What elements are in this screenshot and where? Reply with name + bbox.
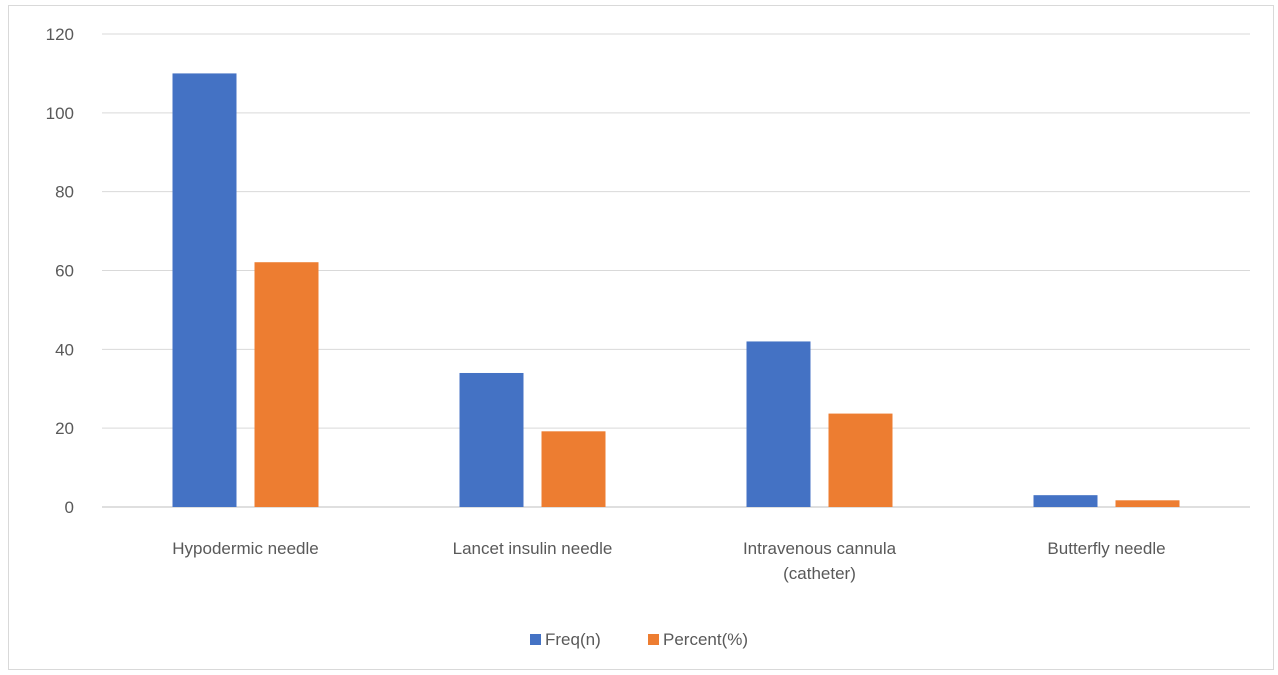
bar-percent <box>541 431 606 507</box>
y-tick-label: 0 <box>65 498 74 517</box>
y-tick-label: 100 <box>46 104 74 123</box>
bar-freqn <box>1033 495 1098 507</box>
x-category-label: Hypodermic needle <box>172 539 318 558</box>
bar-percent <box>1115 500 1180 507</box>
x-category-label: (catheter) <box>783 564 856 583</box>
bar-freqn <box>746 341 811 507</box>
legend: Freq(n) Percent(%) <box>530 630 748 649</box>
legend-label: Freq(n) <box>545 630 601 649</box>
y-tick-label: 60 <box>55 262 74 281</box>
bars <box>172 73 1180 508</box>
x-category-label: Butterfly needle <box>1047 539 1165 558</box>
x-category-label: Lancet insulin needle <box>453 539 613 558</box>
legend-label: Percent(%) <box>663 630 748 649</box>
y-tick-label: 20 <box>55 419 74 438</box>
bar-freqn <box>172 73 237 508</box>
legend-swatch <box>530 634 541 645</box>
y-tick-label: 80 <box>55 183 74 202</box>
legend-swatch <box>648 634 659 645</box>
y-axis-ticks: 0 20 40 60 80 100 120 <box>46 25 74 517</box>
bar-percent <box>254 262 319 507</box>
x-axis-categories: Hypodermic needle Lancet insulin needle In… <box>172 539 1165 583</box>
x-category-label: Intravenous cannula <box>743 539 897 558</box>
bar-freqn <box>459 372 524 507</box>
y-tick-label: 120 <box>46 25 74 44</box>
y-tick-label: 40 <box>55 340 74 359</box>
bar-percent <box>828 413 893 507</box>
